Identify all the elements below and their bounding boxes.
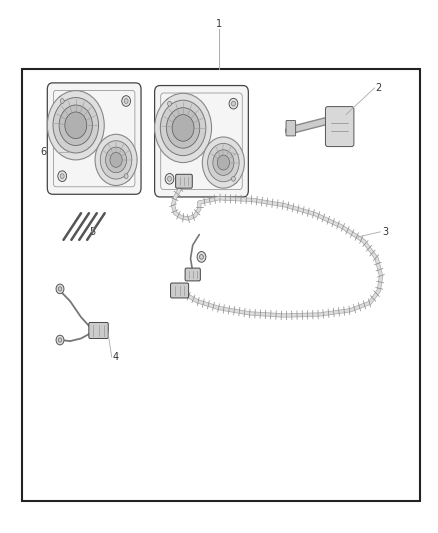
- Circle shape: [231, 176, 236, 181]
- Circle shape: [58, 287, 62, 291]
- Circle shape: [47, 91, 104, 160]
- Circle shape: [56, 284, 64, 294]
- Circle shape: [165, 174, 174, 184]
- Circle shape: [100, 141, 132, 179]
- Circle shape: [124, 99, 128, 103]
- FancyBboxPatch shape: [325, 107, 354, 147]
- Text: 4: 4: [113, 352, 119, 362]
- Text: 2: 2: [376, 83, 382, 93]
- Circle shape: [60, 174, 64, 179]
- Circle shape: [95, 134, 137, 185]
- Circle shape: [229, 98, 238, 109]
- Text: 6: 6: [41, 147, 47, 157]
- Circle shape: [172, 115, 194, 141]
- FancyBboxPatch shape: [170, 283, 189, 298]
- Circle shape: [106, 147, 127, 173]
- Circle shape: [59, 105, 92, 146]
- Circle shape: [122, 171, 131, 181]
- Circle shape: [58, 338, 62, 342]
- FancyBboxPatch shape: [286, 120, 296, 136]
- FancyBboxPatch shape: [22, 69, 420, 501]
- Circle shape: [155, 93, 212, 163]
- Circle shape: [58, 96, 67, 106]
- Circle shape: [122, 96, 131, 106]
- Circle shape: [167, 176, 172, 181]
- Circle shape: [110, 152, 122, 167]
- FancyBboxPatch shape: [176, 174, 192, 188]
- Circle shape: [229, 174, 238, 184]
- Circle shape: [166, 108, 200, 148]
- Circle shape: [160, 100, 206, 156]
- Circle shape: [60, 99, 64, 103]
- Circle shape: [213, 150, 234, 175]
- Text: 7: 7: [236, 150, 242, 159]
- Circle shape: [65, 112, 87, 139]
- FancyBboxPatch shape: [155, 86, 248, 197]
- Circle shape: [217, 155, 230, 170]
- Circle shape: [58, 171, 67, 181]
- FancyBboxPatch shape: [47, 83, 141, 195]
- Circle shape: [53, 98, 99, 153]
- Circle shape: [124, 174, 128, 179]
- Circle shape: [208, 143, 239, 182]
- Circle shape: [167, 101, 172, 106]
- Circle shape: [231, 101, 236, 106]
- Circle shape: [197, 252, 206, 262]
- FancyBboxPatch shape: [185, 268, 200, 281]
- Circle shape: [56, 335, 64, 345]
- FancyBboxPatch shape: [89, 322, 108, 338]
- Text: 5: 5: [89, 227, 95, 237]
- Text: 3: 3: [382, 227, 389, 237]
- Circle shape: [202, 137, 244, 188]
- Text: 1: 1: [216, 19, 222, 29]
- Circle shape: [165, 98, 174, 109]
- Circle shape: [200, 255, 203, 260]
